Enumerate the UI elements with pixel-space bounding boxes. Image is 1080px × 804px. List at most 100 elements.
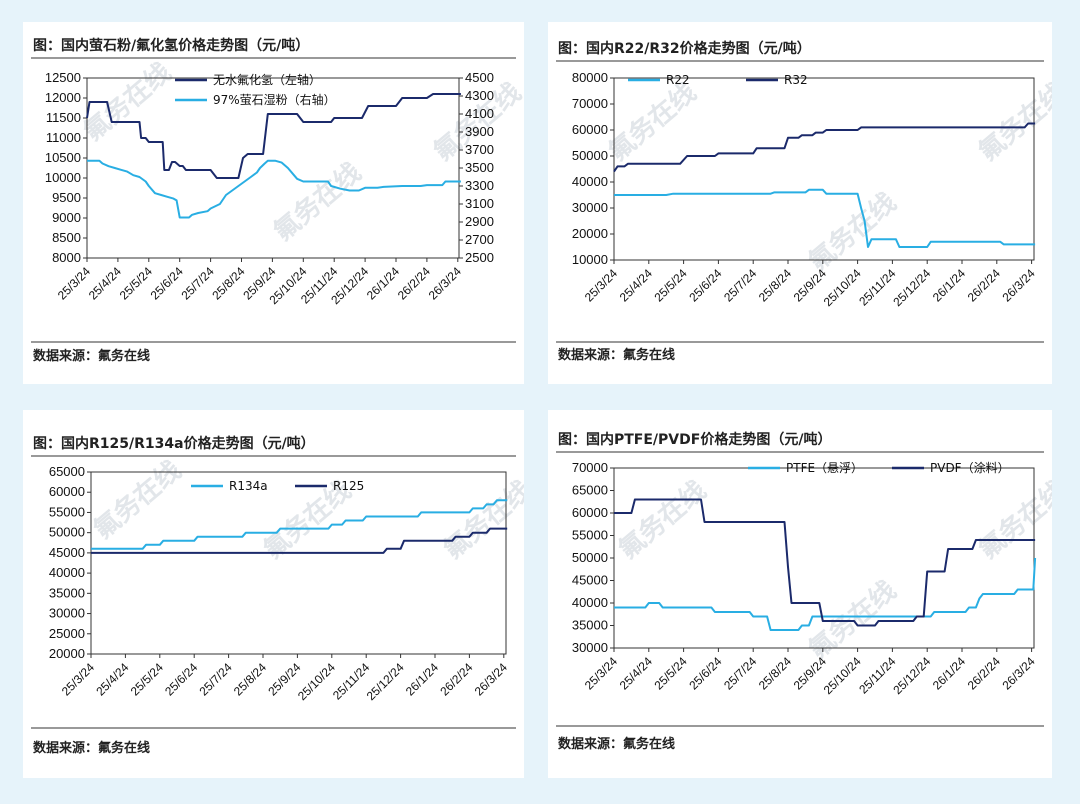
series-line [614,557,1037,631]
y-tick-label: 60000 [572,122,608,137]
x-tick-label: 26/3/24 [472,660,510,698]
y-tick-label: 70000 [572,460,608,475]
x-tick-label: 26/2/24 [965,266,1003,304]
y-tick-label: 65000 [49,464,85,479]
chart-panel-r22-r32: 氟务在线 氟务在线 氟务在线 图：国内R22/R32价格走势图（元/吨） 800… [548,22,1052,384]
y-right-tick-label: 2900 [465,214,494,229]
watermark-group: 氟务在线 氟务在线 氟务在线 [613,476,1052,666]
y-tick-label: 40000 [49,565,85,580]
x-tick-label: 26/3/24 [1000,266,1038,304]
y-right-tick-label: 4500 [465,70,494,85]
y-tick-label: 45000 [49,545,85,560]
series-line [614,498,1036,627]
y-tick-label: 12000 [45,90,81,105]
source-label: 数据来源：氟务在线 [558,736,675,752]
x-tick-label: 25/12/24 [890,266,933,309]
chart-svg-fluorspar-hf: 氟务在线 氟务在线 氟务在线 图：国内萤石粉/氟化氢价格走势图（元/吨） 125… [31,37,524,364]
y-tick-label: 55000 [49,504,85,519]
y-tick-label: 50000 [49,525,85,540]
series-line [86,93,461,179]
x-tick-label: 25/8/24 [756,266,794,304]
y-tick-label: 12500 [45,70,81,85]
y-tick-label: 10500 [45,150,81,165]
y-tick-label: 10000 [45,170,81,185]
y-tick-label: 40000 [572,174,608,189]
x-tick-label: 25/4/24 [617,654,655,692]
x-tick-label: 25/6/24 [686,654,724,692]
x-tick-label: 25/5/24 [128,660,166,698]
source-label: 数据来源：氟务在线 [558,347,675,363]
x-tick-label: 26/3/24 [426,264,464,302]
watermark-text: 氟务在线 [973,476,1052,566]
y-right-tick-label: 3300 [465,178,494,193]
x-tick-label: 25/8/24 [231,660,269,698]
legend-label: R134a [229,479,268,493]
y-tick-label: 70000 [572,96,608,111]
x-tick-label: 25/8/24 [209,264,247,302]
x-tick-label: 25/7/24 [721,266,759,304]
x-tick-label: 26/2/24 [437,660,475,698]
legend-label: R22 [666,73,690,87]
x-tick-label: 25/10/24 [295,660,338,703]
chart-title: 图：国内R22/R32价格走势图（元/吨） [558,40,811,57]
x-tick-label: 25/7/24 [179,264,217,302]
x-tick-label: 25/6/24 [686,266,724,304]
watermark-text: 氟务在线 [973,78,1052,168]
watermark-group: 氟务在线 氟务在线 氟务在线 [603,78,1052,278]
x-tick-label: 25/3/24 [582,654,620,692]
x-tick-label: 25/6/24 [148,264,186,302]
x-tick-label: 25/5/24 [117,264,155,302]
y-right-tick-label: 2700 [465,232,494,247]
x-tick-label: 25/12/24 [364,660,407,703]
y-tick-label: 30000 [572,640,608,655]
y-tick-label: 20000 [572,226,608,241]
y-tick-label: 60000 [572,505,608,520]
watermark-text: 氟务在线 [88,456,187,546]
x-tick-label: 26/1/24 [364,264,402,302]
legend-label: PVDF（涂料） [930,460,1010,475]
y-tick-label: 8500 [52,230,81,245]
chart-title: 图：国内R125/R134a价格走势图（元/吨） [33,435,315,452]
watermark-text: 氟务在线 [438,476,524,566]
y-tick-label: 55000 [572,528,608,543]
y-tick-label: 9000 [52,210,81,225]
x-tick-label: 25/5/24 [652,654,690,692]
plot-frame [90,471,507,655]
chart-title: 图：国内萤石粉/氟化氢价格走势图（元/吨） [33,37,309,54]
y-tick-label: 80000 [572,70,608,85]
x-tick-label: 25/7/24 [197,660,235,698]
series-line [613,122,1036,173]
chart-svg-r125-r134a: 氟务在线 氟务在线 氟务在线 图：国内R125/R134a价格走势图（元/吨） … [31,435,524,756]
source-label: 数据来源：氟务在线 [33,348,150,364]
x-tick-label: 25/3/24 [55,264,93,302]
y-right-tick-label: 3700 [465,142,494,157]
y-right-tick-label: 3900 [465,124,494,139]
y-tick-label: 8000 [52,250,81,265]
x-tick-label: 25/7/24 [721,654,759,692]
x-tick-label: 26/2/24 [395,264,433,302]
chart-title: 图：国内PTFE/PVDF价格走势图（元/吨） [558,431,831,448]
series-line [87,159,461,219]
watermark-text: 氟务在线 [803,188,902,278]
y-tick-label: 11000 [46,130,81,145]
y-tick-label: 30000 [49,606,85,621]
y-tick-label: 11500 [46,110,81,125]
y-right-tick-label: 2500 [465,250,494,265]
x-tick-label: 25/3/24 [582,266,620,304]
legend-label: 97%萤石湿粉（右轴） [213,92,336,107]
y-tick-label: 9500 [52,190,81,205]
chart-svg-ptfe-pvdf: 氟务在线 氟务在线 氟务在线 图：国内PTFE/PVDF价格走势图（元/吨） 7… [556,431,1052,752]
y-tick-label: 30000 [572,200,608,215]
y-tick-label: 25000 [49,626,85,641]
y-tick-label: 45000 [572,573,608,588]
chart-panel-ptfe-pvdf: 氟务在线 氟务在线 氟务在线 图：国内PTFE/PVDF价格走势图（元/吨） 7… [548,410,1052,778]
x-tick-label: 25/8/24 [756,654,794,692]
y-tick-label: 50000 [572,550,608,565]
series-line [614,188,1036,248]
y-right-tick-label: 4300 [465,88,494,103]
legend-label: R125 [333,479,364,493]
x-tick-label: 26/3/24 [1000,654,1038,692]
x-tick-label: 25/6/24 [162,660,200,698]
x-tick-label: 25/12/24 [890,654,933,697]
y-tick-label: 50000 [572,148,608,163]
